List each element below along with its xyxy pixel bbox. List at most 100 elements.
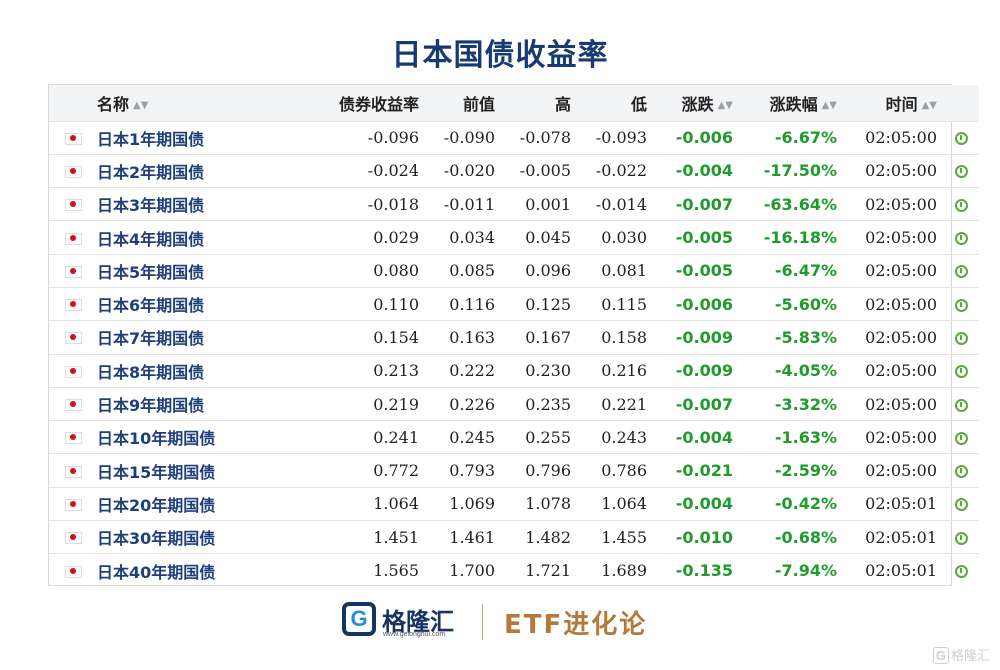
bond-name-link[interactable]: 日本10年期国债 bbox=[97, 429, 216, 449]
cell-prev: -0.090 bbox=[443, 128, 495, 148]
cell-time: 02:05:00 bbox=[865, 194, 937, 214]
japan-flag-icon bbox=[64, 465, 82, 478]
header-change[interactable]: 涨跌 ▲▼ bbox=[651, 85, 737, 121]
header-yield: 债券收益率 bbox=[338, 94, 419, 114]
cell-yield: 1.451 bbox=[373, 527, 419, 547]
clock-cell bbox=[943, 321, 979, 354]
cell-prev: 0.245 bbox=[449, 427, 495, 447]
cell-change-pct: -17.50% bbox=[763, 161, 837, 181]
cell-low: 0.081 bbox=[601, 261, 647, 281]
flag-cell bbox=[49, 521, 97, 554]
table-row[interactable]: 日本2年期国债 -0.024 -0.020 -0.005 -0.022 -0.004 -17… bbox=[49, 154, 979, 187]
cell-high: 0.167 bbox=[525, 327, 571, 347]
sort-arrows-icon[interactable]: ▲▼ bbox=[717, 99, 733, 111]
japan-flag-icon bbox=[64, 299, 82, 312]
sort-arrows-icon[interactable]: ▲▼ bbox=[921, 99, 937, 111]
header-time[interactable]: 时间 ▲▼ bbox=[841, 85, 943, 121]
clock-icon[interactable] bbox=[954, 165, 968, 179]
cell-time: 02:05:00 bbox=[865, 261, 937, 281]
cell-high: 0.045 bbox=[525, 228, 571, 248]
bond-name-link[interactable]: 日本8年期国债 bbox=[97, 362, 205, 382]
clock-icon[interactable] bbox=[954, 565, 968, 579]
logo-name: 格隆汇 bbox=[382, 608, 454, 636]
table-row[interactable]: 日本6年期国债 0.110 0.116 0.125 0.115 -0.006 -5.60% 0… bbox=[49, 287, 979, 320]
table-row[interactable]: 日本1年期国债 -0.096 -0.090 -0.078 -0.093 -0.006 -6.… bbox=[49, 121, 979, 154]
table-row[interactable]: 日本3年期国债 -0.018 -0.011 0.001 -0.014 -0.007 -63.… bbox=[49, 187, 979, 221]
cell-low: -0.022 bbox=[595, 161, 647, 181]
cell-yield: 1.565 bbox=[373, 561, 419, 581]
clock-icon[interactable] bbox=[954, 298, 968, 312]
clock-icon[interactable] bbox=[954, 232, 968, 246]
bond-name-cell: 日本2年期国债 bbox=[97, 154, 307, 187]
bond-name-link[interactable]: 日本40年期国债 bbox=[97, 562, 216, 582]
cell-change: -0.007 bbox=[675, 394, 733, 414]
table-row[interactable]: 日本20年期国债 1.064 1.069 1.078 1.064 -0.004 -0.42%… bbox=[49, 487, 979, 520]
cell-change: -0.009 bbox=[675, 361, 733, 381]
clock-icon[interactable] bbox=[954, 198, 968, 212]
japan-flag-icon bbox=[64, 332, 82, 345]
flag-cell bbox=[49, 387, 97, 420]
cell-change-pct: -16.18% bbox=[763, 228, 837, 248]
bond-name-link[interactable]: 日本5年期国债 bbox=[97, 262, 205, 282]
clock-icon[interactable] bbox=[954, 531, 968, 545]
clock-icon[interactable] bbox=[954, 498, 968, 512]
table-row[interactable]: 日本40年期国债 1.565 1.700 1.721 1.689 -0.135 -7.94%… bbox=[49, 553, 979, 587]
clock-icon[interactable] bbox=[954, 132, 968, 146]
cell-change-pct: -4.05% bbox=[774, 361, 837, 381]
cell-change: -0.004 bbox=[675, 161, 733, 181]
clock-cell bbox=[943, 421, 979, 454]
table-row[interactable]: 日本10年期国债 0.241 0.245 0.255 0.243 -0.004 -1.63%… bbox=[49, 420, 979, 454]
bond-name-link[interactable]: 日本30年期国债 bbox=[97, 529, 216, 549]
clock-icon[interactable] bbox=[954, 465, 968, 479]
table-row[interactable]: 日本30年期国债 1.451 1.461 1.482 1.455 -0.010 -0.68%… bbox=[49, 520, 979, 554]
table-row[interactable]: 日本8年期国债 0.213 0.222 0.230 0.216 -0.009 -4.05% 0… bbox=[49, 354, 979, 387]
clock-icon[interactable] bbox=[954, 431, 968, 445]
cell-prev: -0.020 bbox=[443, 161, 495, 181]
clock-cell bbox=[943, 554, 979, 587]
sort-arrows-icon[interactable]: ▲▼ bbox=[133, 99, 149, 111]
cell-time: 02:05:00 bbox=[865, 427, 937, 447]
cell-time: 02:05:00 bbox=[865, 161, 937, 181]
table-row[interactable]: 日本7年期国债 0.154 0.163 0.167 0.158 -0.009 -5.83% 0… bbox=[49, 320, 979, 354]
bond-name-link[interactable]: 日本2年期国债 bbox=[97, 162, 205, 182]
bond-name-link[interactable]: 日本20年期国债 bbox=[97, 495, 216, 515]
bond-name-link[interactable]: 日本3年期国债 bbox=[97, 196, 205, 216]
japan-flag-icon bbox=[64, 365, 82, 378]
cell-change: -0.010 bbox=[675, 527, 733, 547]
bond-name-link[interactable]: 日本7年期国债 bbox=[97, 329, 205, 349]
header-time-label: 时间 bbox=[885, 94, 918, 114]
cell-high: 0.125 bbox=[525, 294, 571, 314]
table-row[interactable]: 日本9年期国债 0.219 0.226 0.235 0.221 -0.007 -3.32% 0… bbox=[49, 387, 979, 420]
bond-name-link[interactable]: 日本1年期国债 bbox=[97, 129, 205, 149]
clock-cell bbox=[943, 154, 979, 187]
japan-flag-icon bbox=[64, 432, 82, 445]
cell-change-pct: -7.94% bbox=[774, 561, 837, 581]
table-row[interactable]: 日本4年期国债 0.029 0.034 0.045 0.030 -0.005 -16.18%… bbox=[49, 220, 979, 254]
flag-cell bbox=[49, 321, 97, 354]
cell-yield: 0.154 bbox=[373, 327, 419, 347]
sort-arrows-icon[interactable]: ▲▼ bbox=[821, 99, 837, 111]
cell-time: 02:05:01 bbox=[865, 561, 937, 581]
clock-icon[interactable] bbox=[954, 365, 968, 379]
header-change-pct[interactable]: 涨跌幅 ▲▼ bbox=[737, 85, 841, 121]
bond-name-link[interactable]: 日本6年期国债 bbox=[97, 296, 205, 316]
clock-icon[interactable] bbox=[954, 398, 968, 412]
table-row[interactable]: 日本15年期国债 0.772 0.793 0.796 0.786 -0.021 -2.59%… bbox=[49, 453, 979, 487]
cell-yield: 0.241 bbox=[373, 427, 419, 447]
cell-time: 02:05:01 bbox=[865, 494, 937, 514]
table-row[interactable]: 日本5年期国债 0.080 0.085 0.096 0.081 -0.005 -6.47% 0… bbox=[49, 254, 979, 287]
bond-name-link[interactable]: 日本15年期国债 bbox=[97, 462, 216, 482]
clock-icon[interactable] bbox=[954, 265, 968, 279]
cell-change: -0.006 bbox=[675, 294, 733, 314]
clock-cell bbox=[943, 188, 979, 221]
cell-yield: -0.024 bbox=[367, 161, 419, 181]
cell-change-pct: -6.47% bbox=[774, 261, 837, 281]
cell-yield: 0.110 bbox=[373, 294, 419, 314]
bond-name-link[interactable]: 日本4年期国债 bbox=[97, 229, 205, 249]
bond-name-cell: 日本5年期国债 bbox=[97, 254, 307, 287]
clock-icon[interactable] bbox=[954, 331, 968, 345]
japan-flag-icon bbox=[64, 265, 82, 278]
header-name[interactable]: 名称 ▲▼ bbox=[97, 85, 307, 121]
bond-name-link[interactable]: 日本9年期国债 bbox=[97, 396, 205, 416]
cell-yield: 1.064 bbox=[373, 494, 419, 514]
